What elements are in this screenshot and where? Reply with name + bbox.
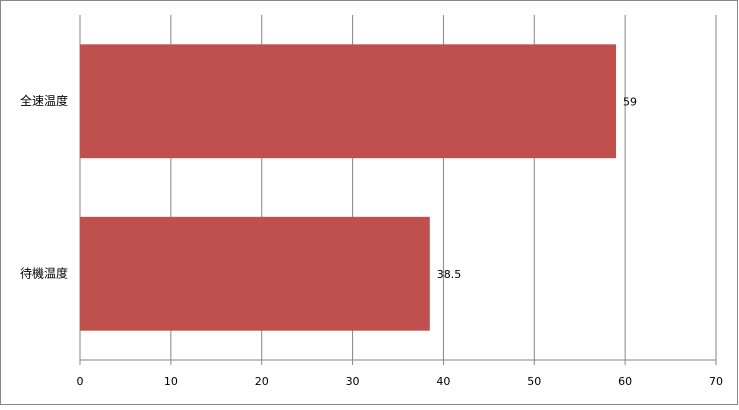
y-tick-label: 待機温度 [20, 265, 68, 280]
x-tick-label: 10 [164, 375, 178, 388]
data-label: 38.5 [437, 268, 462, 281]
x-tick-label: 50 [527, 375, 541, 388]
y-tick-label: 全速温度 [20, 93, 68, 108]
x-tick-label: 0 [77, 375, 84, 388]
x-tick-label: 20 [255, 375, 269, 388]
bar [80, 216, 430, 331]
x-tick-label: 30 [346, 375, 360, 388]
x-tick-label: 70 [709, 375, 723, 388]
x-tick-label: 40 [436, 375, 450, 388]
bar [80, 44, 617, 159]
x-tick-label: 60 [618, 375, 632, 388]
data-label: 59 [623, 95, 637, 108]
